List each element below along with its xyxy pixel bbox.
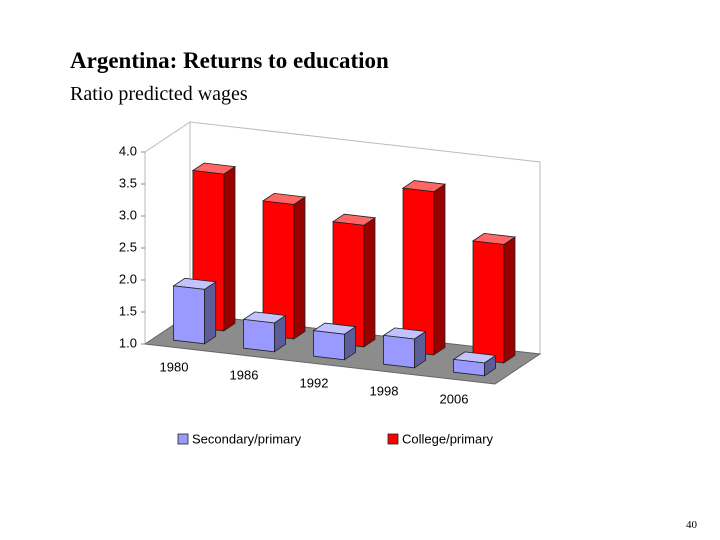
bar-side bbox=[363, 217, 376, 348]
y-tick-label: 2.5 bbox=[119, 239, 137, 254]
bar bbox=[243, 318, 275, 353]
y-tick-label: 3.5 bbox=[119, 175, 137, 190]
page-number: 40 bbox=[686, 519, 698, 531]
y-tick-label: 2.0 bbox=[119, 271, 137, 286]
y-tick-label: 1.5 bbox=[119, 303, 137, 318]
plot: 1.0 1.5 2.0 2.5 3.0 3.5 4.0 1980 1986 1992 1998 200… bbox=[119, 121, 542, 446]
bar bbox=[472, 240, 505, 364]
legend-swatch bbox=[387, 433, 399, 445]
bar bbox=[173, 285, 205, 345]
chart-subtitle: Ratio predicted wages bbox=[70, 83, 248, 105]
x-tick-label: 1980 bbox=[160, 359, 189, 374]
chart-title: Argentina: Returns to education bbox=[70, 48, 389, 73]
x-tick-label: 1992 bbox=[300, 375, 329, 390]
legend-swatch bbox=[177, 433, 189, 445]
legend-label: College/primary bbox=[402, 431, 494, 446]
y-tick-label: 3.0 bbox=[119, 207, 137, 222]
x-tick-label: 1986 bbox=[230, 367, 259, 382]
bar bbox=[313, 330, 345, 361]
bar-side bbox=[203, 281, 217, 345]
y-tick-label: 4.0 bbox=[119, 143, 137, 158]
bar-side bbox=[503, 236, 516, 364]
bar-side bbox=[293, 196, 306, 340]
bar bbox=[383, 334, 415, 369]
y-tick-label: 1.0 bbox=[119, 335, 137, 350]
bar-side bbox=[433, 183, 446, 356]
x-tick-label: 2006 bbox=[440, 391, 469, 406]
bar bbox=[453, 358, 485, 377]
x-tick-label: 1998 bbox=[370, 383, 399, 398]
bar-side bbox=[223, 165, 236, 332]
legend-label: Secondary/primary bbox=[192, 431, 302, 446]
